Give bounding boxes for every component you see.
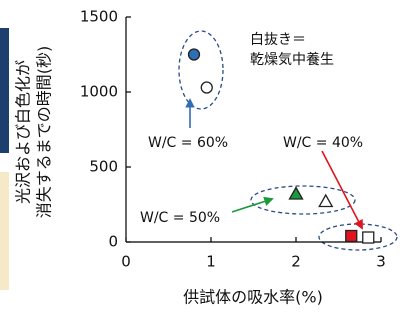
x-tick-label: 3	[376, 253, 386, 271]
y-tick-label: 1000	[80, 83, 118, 101]
annotation: W/C = 40%	[283, 135, 363, 151]
group-ellipse	[319, 224, 397, 250]
chart: 0 500 1000 1500 0 1 2 3 供試体の吸水率(%) 光沢および白色化が消失するま…	[0, 0, 400, 312]
point	[319, 195, 332, 207]
x-tick-label: 0	[121, 253, 131, 271]
y-axis-title: 消失するまでの時間(秒)	[35, 46, 54, 219]
point	[346, 231, 357, 242]
point	[363, 232, 374, 243]
point	[189, 49, 200, 60]
x-tick-label: 1	[206, 253, 216, 271]
cropped-panel-edge	[0, 172, 9, 290]
annotation: 乾燥気中養生	[250, 51, 334, 68]
group-ellipse	[179, 31, 223, 109]
annotation: W/C = 50%	[140, 210, 220, 226]
cropped-photo-edge	[0, 28, 9, 153]
x-tick-label: 2	[291, 253, 301, 271]
y-tick-label: 500	[89, 158, 118, 176]
point	[290, 188, 303, 200]
y-tick-label: 1500	[80, 8, 118, 26]
annotation: W/C = 60%	[148, 135, 228, 151]
y-axis-title: 光沢および白色化が	[14, 60, 33, 204]
annotation-arrow	[322, 151, 362, 228]
point	[201, 82, 212, 93]
annotation: 白抜き＝	[250, 32, 306, 48]
x-axis-title: 供試体の吸水率(%)	[183, 288, 323, 307]
y-tick-label: 0	[108, 233, 118, 251]
